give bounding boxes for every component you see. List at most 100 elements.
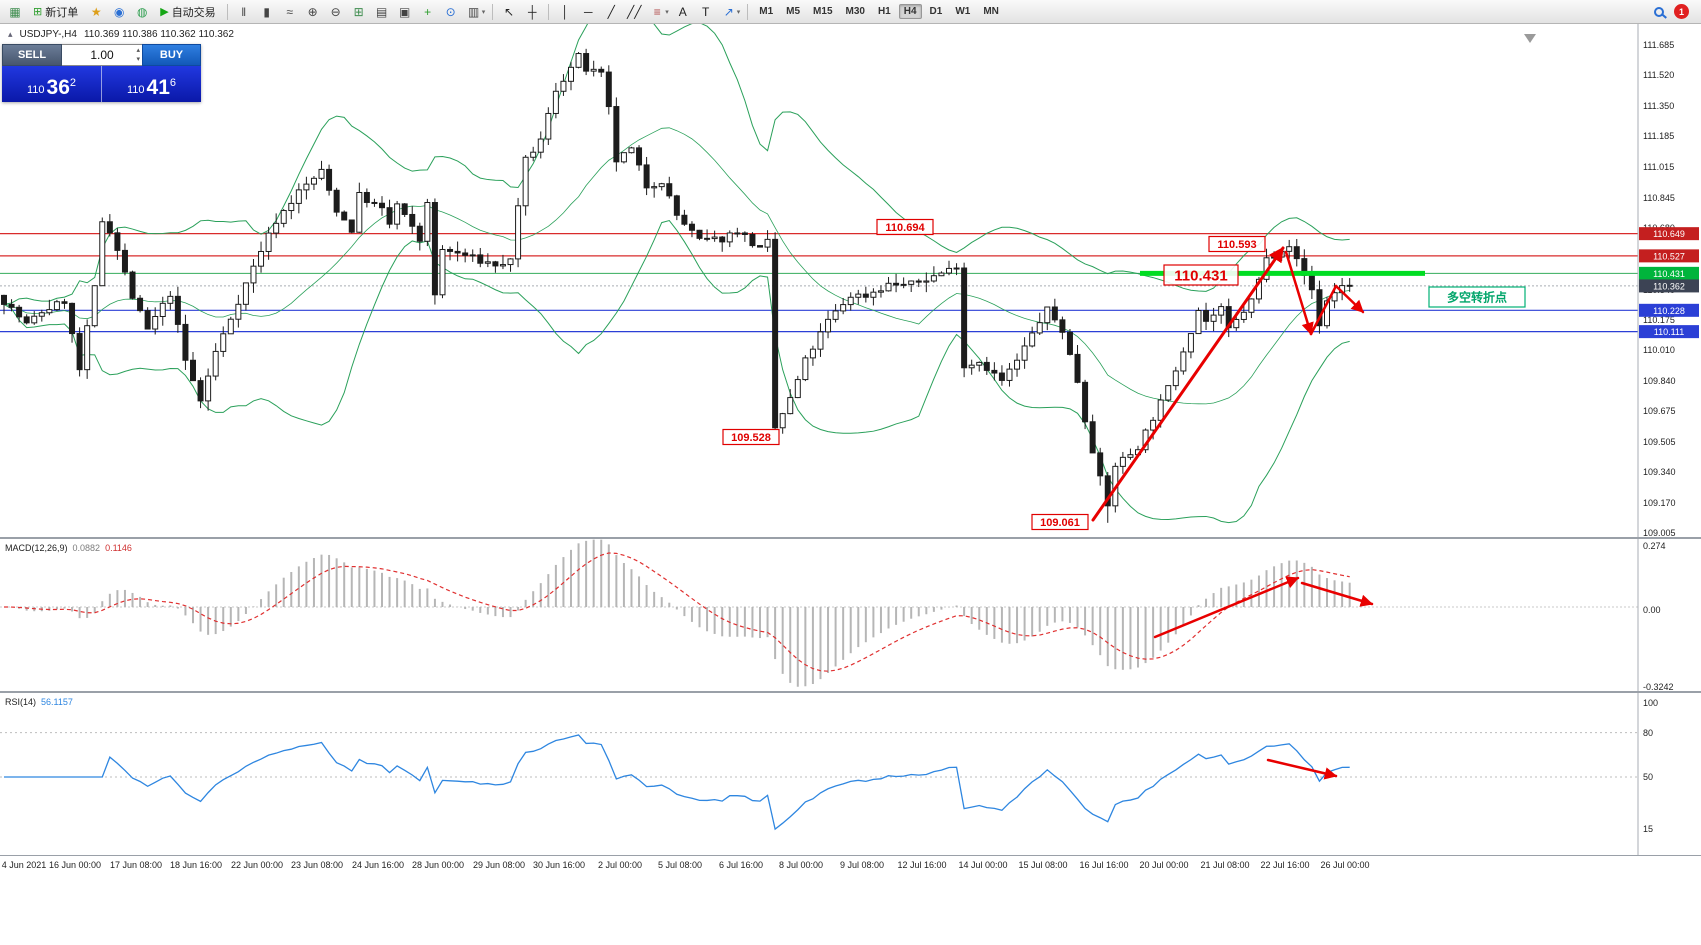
community-icon[interactable]: ◍ bbox=[136, 4, 148, 19]
arrange-windows-icon[interactable]: ▣ bbox=[399, 4, 411, 19]
tile-windows-icon[interactable]: ⊞ bbox=[353, 4, 364, 19]
price-annotation-box[interactable] bbox=[1163, 264, 1239, 286]
market-depth-icon[interactable]: ◉ bbox=[113, 4, 125, 19]
candle-body bbox=[749, 233, 756, 247]
candle-body bbox=[326, 168, 333, 191]
candlestick-mode-icon[interactable]: ▮ bbox=[263, 4, 270, 19]
period-converter-icon[interactable]: ⊙ bbox=[445, 4, 456, 19]
macd-panel[interactable]: 0.274 0.00 -0.3242 MACD(12,26,9) 0.0882 0.… bbox=[0, 537, 1701, 691]
text-tool-icon[interactable]: A bbox=[678, 4, 687, 19]
chart-shift-marker-icon[interactable] bbox=[1524, 34, 1536, 43]
price-annotation-text: 110.593 bbox=[1217, 239, 1256, 251]
chart-snapshot-icon-dropdown[interactable]: ▾ bbox=[481, 8, 486, 16]
new-order-button[interactable]: ⊞ 新订单 bbox=[27, 2, 84, 22]
horizontal-line-icon[interactable]: ─ bbox=[583, 4, 593, 19]
timeframe-d1-button[interactable]: D1 bbox=[929, 6, 943, 17]
fibonacci-icon[interactable]: ≡ bbox=[653, 4, 661, 19]
timeframe-mn-button[interactable]: MN bbox=[983, 6, 999, 17]
candle-body bbox=[1127, 454, 1134, 458]
arrows-tool-icon[interactable]: ↗ bbox=[723, 4, 734, 19]
toolbar-right-group: 1 bbox=[1654, 4, 1697, 19]
sell-price[interactable]: 110 36 2 bbox=[2, 66, 101, 102]
crosshair-icon[interactable]: ┼ bbox=[527, 4, 537, 19]
text-label-icon[interactable]: T bbox=[702, 4, 710, 19]
trend-arrow[interactable] bbox=[1153, 576, 1300, 639]
candle-body bbox=[885, 282, 892, 292]
candle-body bbox=[258, 250, 265, 267]
candle-body bbox=[106, 221, 113, 234]
volume-spinner[interactable]: ▴ ▾ bbox=[136, 46, 140, 64]
charts-grid-icon[interactable]: ▦ bbox=[9, 4, 21, 19]
collapse-icon[interactable]: ▴ bbox=[8, 29, 13, 39]
autotrading-button-label: 自动交易 bbox=[171, 6, 216, 19]
price-annotation-box[interactable] bbox=[722, 428, 780, 446]
macd-canvas[interactable]: 0.274 0.00 -0.3242 bbox=[0, 539, 1701, 691]
price-tag bbox=[1639, 249, 1699, 263]
arrows-tool-icon-dropdown[interactable]: ▾ bbox=[736, 8, 741, 16]
candle-body bbox=[862, 293, 869, 298]
sell-button[interactable]: SELL bbox=[2, 44, 62, 66]
timeframe-m5-button[interactable]: M5 bbox=[786, 6, 801, 17]
macd-header: MACD(12,26,9) 0.0882 0.1146 bbox=[5, 543, 132, 553]
candle-body bbox=[991, 369, 998, 374]
zoom-in-icon[interactable]: ⊕ bbox=[307, 4, 318, 19]
timeframe-h4-button[interactable]: H4 bbox=[898, 4, 922, 19]
price-annotation-box[interactable] bbox=[1031, 513, 1089, 531]
rsi-canvas[interactable]: 100 80 50 15 bbox=[0, 693, 1701, 855]
price-chart-canvas[interactable]: 110.694 110.593 110.431 109.528 109.061 多空转折点… bbox=[0, 24, 1701, 537]
price-annotation-box[interactable] bbox=[876, 218, 934, 236]
zoom-out-icon[interactable]: ⊖ bbox=[330, 4, 341, 19]
volume-down-icon[interactable]: ▾ bbox=[136, 56, 140, 63]
time-axis-label: 24 Jun 16:00 bbox=[351, 860, 405, 870]
search-icon[interactable] bbox=[1654, 6, 1664, 17]
time-axis-label: 5 Jul 08:00 bbox=[657, 860, 703, 870]
price-axis-label: 109.675 bbox=[1643, 406, 1676, 416]
candle-body bbox=[242, 282, 249, 305]
sell-pipette: 2 bbox=[69, 77, 77, 89]
trend-arrow[interactable] bbox=[1300, 581, 1374, 607]
rsi-header: RSI(14) 56.1157 bbox=[5, 697, 73, 707]
buy-price[interactable]: 110 41 6 bbox=[101, 66, 201, 102]
timeframe-w1-button[interactable]: W1 bbox=[955, 6, 971, 17]
rsi-panel[interactable]: 100 80 50 15 RSI(14) 56.1157 bbox=[0, 691, 1701, 855]
channel-icon[interactable]: ╱╱ bbox=[626, 4, 642, 19]
trend-arrow[interactable] bbox=[1091, 246, 1285, 522]
timeframe-m1-button[interactable]: M1 bbox=[759, 6, 774, 17]
candle-body bbox=[855, 293, 862, 298]
new-window-icon[interactable]: + bbox=[424, 4, 432, 19]
buy-big-figure: 110 bbox=[126, 84, 145, 96]
trendline-icon[interactable]: ╱ bbox=[607, 4, 615, 19]
trend-arrow[interactable] bbox=[1266, 758, 1338, 780]
time-axis-label: 16 Jul 16:00 bbox=[1079, 860, 1129, 870]
candle-body bbox=[779, 413, 786, 429]
price-tag-value: 110.228 bbox=[1653, 306, 1685, 316]
line-chart-mode-icon[interactable]: ≈ bbox=[286, 4, 293, 19]
chart-snapshot-icon[interactable]: ▥ bbox=[468, 4, 480, 19]
timeframe-m30-button[interactable]: M30 bbox=[845, 6, 865, 17]
buy-button[interactable]: BUY bbox=[142, 44, 201, 66]
price-annotation-box[interactable] bbox=[1208, 235, 1266, 253]
turning-point-box[interactable] bbox=[1428, 286, 1526, 308]
time-axis[interactable]: 4 Jun 2021 16 Jun 00:00 17 Jun 08:00 18 Jun… bbox=[0, 855, 1701, 877]
vertical-line-icon[interactable]: │ bbox=[561, 4, 569, 19]
timeframe-m15-button[interactable]: M15 bbox=[813, 6, 833, 17]
autotrading-button[interactable]: ▶ 自动交易 bbox=[154, 2, 221, 22]
trend-arrow[interactable] bbox=[1284, 250, 1314, 336]
trend-arrow[interactable] bbox=[1309, 284, 1338, 336]
bar-chart-mode-icon[interactable]: ‖ bbox=[241, 4, 247, 19]
volume-up-icon[interactable]: ▴ bbox=[136, 47, 140, 54]
volume-input[interactable]: 1.00 ▴ ▾ bbox=[62, 44, 142, 66]
candle-body bbox=[341, 211, 348, 221]
main-chart-panel[interactable]: 110.694 110.593 110.431 109.528 109.061 多空转折点… bbox=[0, 24, 1701, 537]
notification-badge[interactable]: 1 bbox=[1674, 4, 1689, 19]
fibonacci-icon-dropdown[interactable]: ▾ bbox=[665, 8, 669, 16]
timeframe-h1-button[interactable]: H1 bbox=[877, 6, 891, 17]
candle-body bbox=[386, 207, 393, 225]
cascade-windows-icon[interactable]: ▤ bbox=[376, 4, 388, 19]
cursor-icon[interactable]: ↖ bbox=[504, 4, 515, 19]
trend-arrow[interactable] bbox=[1334, 284, 1365, 314]
bollinger-middle-band bbox=[3, 127, 1350, 405]
candle-body bbox=[265, 232, 272, 252]
candle-body bbox=[84, 325, 91, 371]
favorites-icon[interactable]: ★ bbox=[90, 4, 102, 19]
